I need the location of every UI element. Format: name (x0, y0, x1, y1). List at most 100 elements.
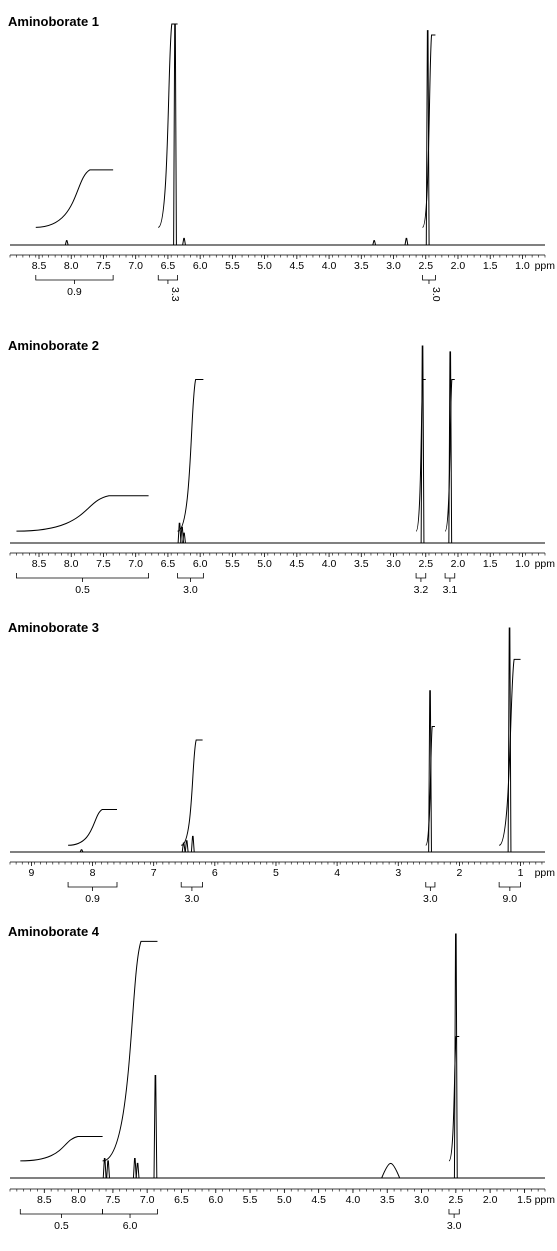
integral-bracket (67, 882, 118, 891)
integral-value-label: 3.0 (430, 287, 442, 302)
x-tick-label: 7.0 (128, 260, 143, 272)
integral-bracket (498, 882, 521, 891)
nmr-spectrum-chart: 8.5 8.0 7.5 7.0 6.5 6.0 5.5 5.0 4.5 4.0 3.5 3.0 2.5 2… (9, 23, 556, 302)
integral-curve (102, 940, 158, 1162)
x-tick-label: 7.0 (128, 558, 143, 570)
x-tick-label: 6 (212, 867, 218, 879)
spectrum-title: Aminoborate 3 (8, 620, 100, 635)
integral-value-label: 0.9 (67, 286, 82, 298)
integral-value-label: 3.0 (447, 1220, 462, 1232)
x-tick-label: 2.0 (451, 558, 466, 570)
integral-value-label: 3.0 (423, 893, 438, 905)
nmr-spectrum-chart: 9 8 7 6 5 4 3 2 1 ppm 0.9 3.0 3.0 9.0 (9, 627, 556, 905)
x-tick-label: 6.0 (193, 558, 208, 570)
integral-bracket (157, 275, 178, 284)
integral-bracket (177, 573, 204, 582)
x-tick-label: 8.0 (64, 260, 79, 272)
spectrum-peak (420, 345, 425, 544)
x-tick-label: 6.0 (193, 260, 208, 272)
x-tick-label: 5.0 (257, 558, 272, 570)
x-axis-unit-label: ppm (535, 867, 556, 879)
integral-bracket (180, 882, 203, 891)
x-tick-label: 3.5 (354, 558, 369, 570)
spectrum-peak (153, 1075, 158, 1179)
x-tick-label: 5.5 (225, 558, 240, 570)
spectrum-peak (173, 23, 177, 246)
x-tick-label: 1.5 (483, 558, 498, 570)
x-tick-label: 8.0 (71, 1194, 86, 1206)
spectrum-peak (135, 1162, 140, 1179)
x-tick-label: 2.5 (418, 260, 433, 272)
integral-value-label: 0.5 (75, 584, 90, 596)
x-tick-label: 5.5 (243, 1194, 258, 1206)
x-tick-label: 4.0 (322, 558, 337, 570)
integral-bracket (102, 1209, 158, 1218)
integral-bracket (444, 573, 456, 582)
x-tick-label: 7.5 (96, 260, 111, 272)
integral-value-label: 9.0 (503, 893, 518, 905)
integral-curve (444, 378, 455, 532)
integral-value-label: 3.0 (183, 584, 198, 596)
spectrum-panel-4: Aminoborate 4 8.5 8.0 7.5 7.0 6.5 6.0 5.5 5.0 4.… (0, 924, 557, 1251)
x-tick-label: 3.5 (380, 1194, 395, 1206)
spectrum-peak (182, 237, 186, 246)
nmr-spectrum-chart: 8.5 8.0 7.5 7.0 6.5 6.0 5.5 5.0 4.5 4.0 3.5 3.0 2.5 2… (9, 933, 555, 1232)
integral-bracket (19, 1209, 103, 1218)
spectrum-peak (102, 1157, 107, 1179)
x-tick-label: 6.0 (208, 1194, 223, 1206)
integral-value-label: 0.9 (85, 893, 100, 905)
x-tick-label: 5.5 (225, 260, 240, 272)
x-tick-label: 7 (151, 867, 157, 879)
x-axis-unit-label: ppm (535, 260, 556, 272)
x-tick-label: 8.5 (32, 558, 47, 570)
integral-value-label: 3.2 (414, 584, 429, 596)
spectrum-peak (106, 1160, 110, 1179)
spectrum-peak (190, 835, 195, 853)
x-tick-label: 2 (456, 867, 462, 879)
x-tick-label: 7.5 (106, 1194, 121, 1206)
x-tick-label: 6.5 (161, 558, 176, 570)
integral-curve (425, 726, 435, 846)
x-tick-label: 8.0 (64, 558, 79, 570)
integral-value-label: 3.0 (185, 893, 200, 905)
integral-value-label: 3.3 (169, 287, 181, 302)
spectrum-peak (404, 237, 409, 246)
spectrum-peak (181, 842, 186, 853)
spectrum-peak (182, 532, 186, 544)
spectrum-title: Aminoborate 4 (8, 924, 100, 939)
integral-curve (448, 1035, 460, 1162)
x-tick-label: 8.5 (37, 1194, 52, 1206)
x-tick-label: 6.5 (161, 260, 176, 272)
x-tick-label: 1 (518, 867, 524, 879)
integral-curve (415, 378, 426, 532)
integral-bracket (35, 275, 114, 284)
x-tick-label: 4.0 (346, 1194, 361, 1206)
x-tick-label: 2.5 (449, 1194, 464, 1206)
integral-curve (422, 34, 436, 228)
integral-value-label: 0.5 (54, 1220, 69, 1232)
spectrum-peak (381, 1162, 401, 1179)
spectrum-panel-2: Aminoborate 2 8.5 8.0 7.5 7.0 6.5 6.0 5.5 5.0 4.… (0, 338, 557, 598)
spectrum-peak (184, 840, 189, 853)
integral-curve (157, 23, 178, 228)
integral-curve (180, 739, 203, 846)
integral-curve (177, 378, 204, 532)
x-tick-label: 5.0 (257, 260, 272, 272)
x-tick-label: 7.0 (140, 1194, 155, 1206)
nmr-spectrum-chart: 8.5 8.0 7.5 7.0 6.5 6.0 5.5 5.0 4.5 4.0 3.5 3.0 2.5 2… (9, 345, 556, 596)
x-tick-label: 2.0 (483, 1194, 498, 1206)
integral-bracket (425, 882, 436, 891)
integral-value-label: 3.1 (443, 584, 458, 596)
spectrum-title: Aminoborate 2 (8, 338, 100, 353)
x-tick-label: 3.0 (414, 1194, 429, 1206)
integral-bracket (422, 275, 436, 284)
integral-value-label: 6.0 (123, 1220, 138, 1232)
x-axis-unit-label: ppm (535, 558, 556, 570)
spectrum-panel-1: Aminoborate 1 8.5 8.0 7.5 7.0 6.5 6.0 5.5 5.0 4.… (0, 14, 557, 314)
integral-curve (68, 808, 117, 846)
x-tick-label: 5 (273, 867, 279, 879)
integral-bracket (16, 573, 149, 582)
x-tick-label: 3.0 (386, 260, 401, 272)
x-tick-label: 4.0 (322, 260, 337, 272)
integral-curve (35, 169, 114, 228)
